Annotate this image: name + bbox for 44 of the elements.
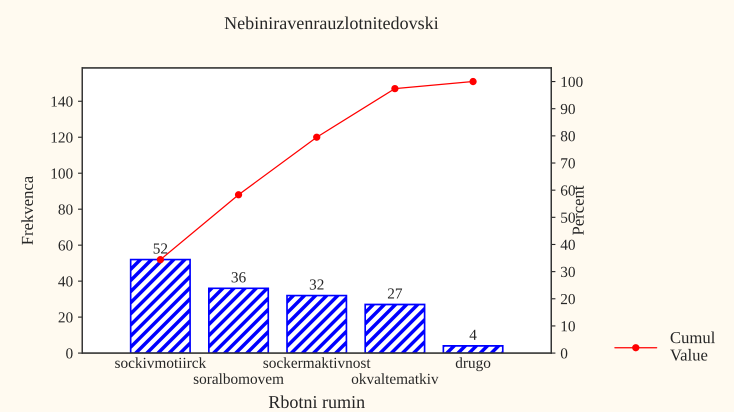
- y2-axis-title: Percent: [572, 186, 584, 236]
- point: [469, 78, 477, 86]
- y2-tick-label: 20: [560, 294, 575, 304]
- x-tick-label: sockivmotiirck: [115, 357, 206, 368]
- bar: [442, 345, 504, 354]
- y2-tick-label: 100: [562, 76, 583, 88]
- y2-tick-label: 70: [561, 158, 575, 168]
- data-label: 36: [232, 272, 246, 282]
- bar: [130, 258, 191, 354]
- y2-tick-label: 60: [560, 185, 575, 196]
- y-tick-label: 40: [58, 276, 73, 287]
- y-tick-label: 80: [58, 204, 73, 215]
- point: [234, 191, 242, 198]
- x-tick-label: sockermaktivnost: [263, 357, 371, 368]
- y2-tick-label: 50: [561, 212, 575, 223]
- y2-tick-label: 10: [562, 321, 575, 332]
- y-tick-label: 140: [52, 96, 73, 107]
- y-tick-label: 0: [66, 348, 73, 359]
- point: [313, 134, 320, 141]
- legend-label: Cumul Value: [670, 332, 715, 361]
- point: [391, 84, 399, 92]
- y2-tick-label: 0: [560, 348, 568, 359]
- x-tick-label: soralbomovem: [194, 373, 284, 384]
- y-tick-label: 120: [52, 132, 73, 143]
- y2-tick-label: 40: [560, 240, 575, 250]
- bar: [364, 304, 426, 354]
- data-label: 32: [310, 279, 324, 290]
- point: [156, 256, 164, 264]
- y-axis-title: Frekvenca: [21, 176, 33, 245]
- x-tick-label: okvaltematkiv: [352, 373, 439, 384]
- y2-tick-label: 30: [560, 266, 575, 278]
- data-label: 52: [154, 243, 168, 254]
- data-label: 4: [470, 330, 477, 340]
- data-label: 27: [388, 288, 402, 298]
- y2-tick-label: 80: [560, 131, 575, 142]
- y-tick-label: 60: [58, 240, 73, 251]
- y-tick-label: 20: [58, 312, 73, 323]
- x-axis-title: Rbotni rumin: [268, 395, 365, 408]
- y-tick-label: 100: [52, 168, 73, 179]
- bar: [286, 294, 348, 354]
- x-tick-label: drugo: [456, 357, 490, 372]
- chart-title: Nebiniravenrauzlotnitedovski: [224, 16, 438, 30]
- bar: [208, 287, 270, 354]
- y2-tick-label: 90: [560, 104, 575, 114]
